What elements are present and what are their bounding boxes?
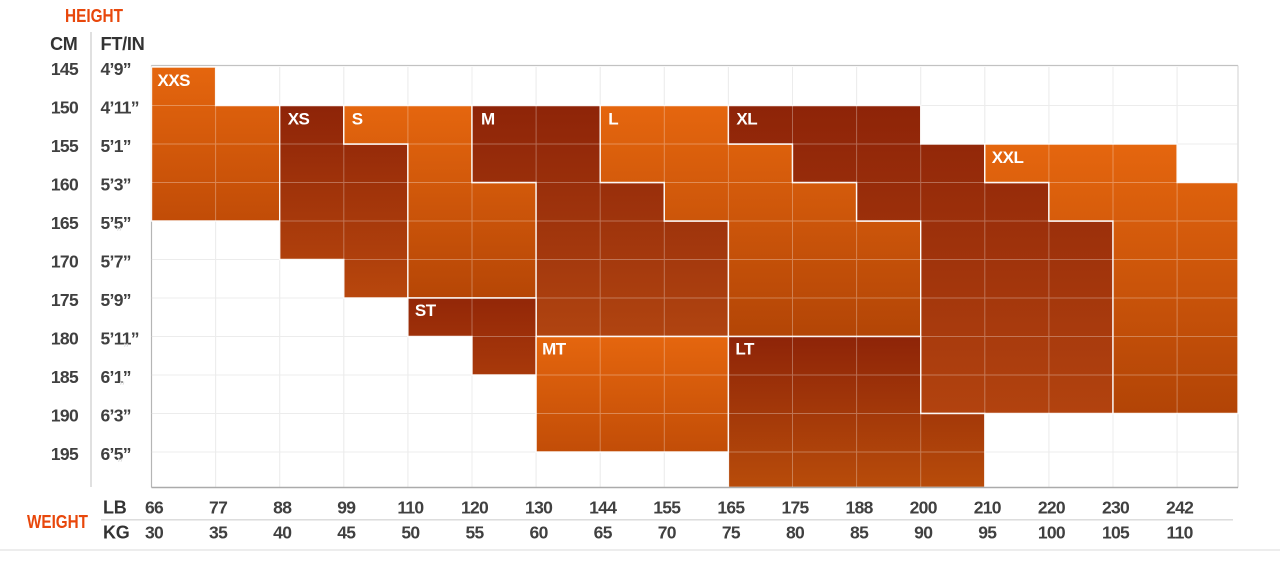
svg-text:”: ” bbox=[116, 225, 122, 239]
svg-text:88: 88 bbox=[273, 497, 292, 517]
svg-text:145: 145 bbox=[51, 59, 79, 79]
svg-text:175: 175 bbox=[781, 497, 809, 517]
svg-text:120: 120 bbox=[461, 497, 489, 517]
svg-text:5’3”: 5’3” bbox=[101, 174, 131, 194]
svg-text:L: L bbox=[608, 110, 618, 129]
svg-text:190: 190 bbox=[51, 405, 79, 425]
svg-text:XL: XL bbox=[736, 110, 757, 129]
svg-text:S: S bbox=[352, 110, 363, 129]
svg-text:”: ” bbox=[117, 456, 123, 470]
svg-text:80: 80 bbox=[786, 523, 805, 543]
svg-text:5’7”: 5’7” bbox=[101, 251, 131, 271]
svg-text:165: 165 bbox=[51, 213, 79, 233]
svg-text:130: 130 bbox=[525, 497, 553, 517]
svg-text:XXS: XXS bbox=[158, 71, 191, 90]
svg-text:230: 230 bbox=[1102, 497, 1130, 517]
svg-text:5’5”: 5’5” bbox=[101, 213, 131, 233]
svg-text:99: 99 bbox=[337, 497, 356, 517]
svg-text:LT: LT bbox=[735, 340, 755, 359]
svg-text:30: 30 bbox=[145, 523, 164, 543]
svg-text:110: 110 bbox=[1167, 523, 1194, 543]
svg-text:185: 185 bbox=[51, 367, 79, 387]
svg-text:5’11”: 5’11” bbox=[101, 328, 139, 348]
svg-text:195: 195 bbox=[51, 444, 79, 464]
svg-text:242: 242 bbox=[1166, 497, 1194, 517]
svg-text:4’11”: 4’11” bbox=[101, 97, 139, 117]
svg-text:6’5”: 6’5” bbox=[101, 444, 131, 464]
svg-text:50: 50 bbox=[401, 523, 420, 543]
svg-text:LB: LB bbox=[103, 497, 127, 517]
svg-text:160: 160 bbox=[51, 174, 79, 194]
svg-text:ST: ST bbox=[415, 301, 437, 320]
svg-text:180: 180 bbox=[51, 328, 79, 348]
svg-text:144: 144 bbox=[589, 497, 617, 517]
svg-text:”: ” bbox=[123, 341, 129, 355]
svg-text:100: 100 bbox=[1038, 523, 1066, 543]
svg-text:75: 75 bbox=[722, 523, 741, 543]
svg-text:70: 70 bbox=[658, 523, 677, 543]
svg-text:105: 105 bbox=[1102, 523, 1130, 543]
svg-text:155: 155 bbox=[653, 497, 681, 517]
svg-text:45: 45 bbox=[337, 523, 356, 543]
svg-text:220: 220 bbox=[1038, 497, 1066, 517]
svg-text:6’1”: 6’1” bbox=[101, 367, 131, 387]
svg-text:155: 155 bbox=[51, 136, 79, 156]
svg-text:150: 150 bbox=[51, 97, 79, 117]
svg-text:6’3”: 6’3” bbox=[101, 405, 131, 425]
svg-text:110: 110 bbox=[397, 497, 424, 517]
svg-text:FT/IN: FT/IN bbox=[101, 34, 145, 54]
svg-text:”: ” bbox=[119, 379, 125, 393]
svg-text:4’9”: 4’9” bbox=[101, 59, 131, 79]
svg-text:90: 90 bbox=[914, 523, 933, 543]
svg-text:40: 40 bbox=[273, 523, 292, 543]
svg-text:170: 170 bbox=[51, 251, 79, 271]
svg-text:5’1”: 5’1” bbox=[101, 136, 131, 156]
svg-text:66: 66 bbox=[145, 497, 164, 517]
svg-text:WEIGHT: WEIGHT bbox=[27, 512, 88, 532]
svg-text:210: 210 bbox=[974, 497, 1002, 517]
svg-text:188: 188 bbox=[846, 497, 874, 517]
svg-text:CM: CM bbox=[50, 34, 77, 54]
svg-text:77: 77 bbox=[209, 497, 227, 517]
svg-text:55: 55 bbox=[465, 523, 484, 543]
svg-text:95: 95 bbox=[978, 523, 997, 543]
svg-text:200: 200 bbox=[910, 497, 938, 517]
svg-text:85: 85 bbox=[850, 523, 869, 543]
svg-text:60: 60 bbox=[530, 523, 549, 543]
svg-text:M: M bbox=[481, 110, 495, 129]
svg-text:175: 175 bbox=[51, 290, 79, 310]
svg-text:35: 35 bbox=[209, 523, 228, 543]
svg-text:165: 165 bbox=[717, 497, 745, 517]
svg-text:KG: KG bbox=[103, 523, 129, 543]
svg-text:XS: XS bbox=[288, 110, 310, 129]
svg-text:HEIGHT: HEIGHT bbox=[65, 6, 123, 26]
svg-text:MT: MT bbox=[542, 340, 567, 359]
svg-text:XXL: XXL bbox=[992, 148, 1024, 167]
svg-text:5’9”: 5’9” bbox=[101, 290, 131, 310]
svg-text:65: 65 bbox=[594, 523, 613, 543]
